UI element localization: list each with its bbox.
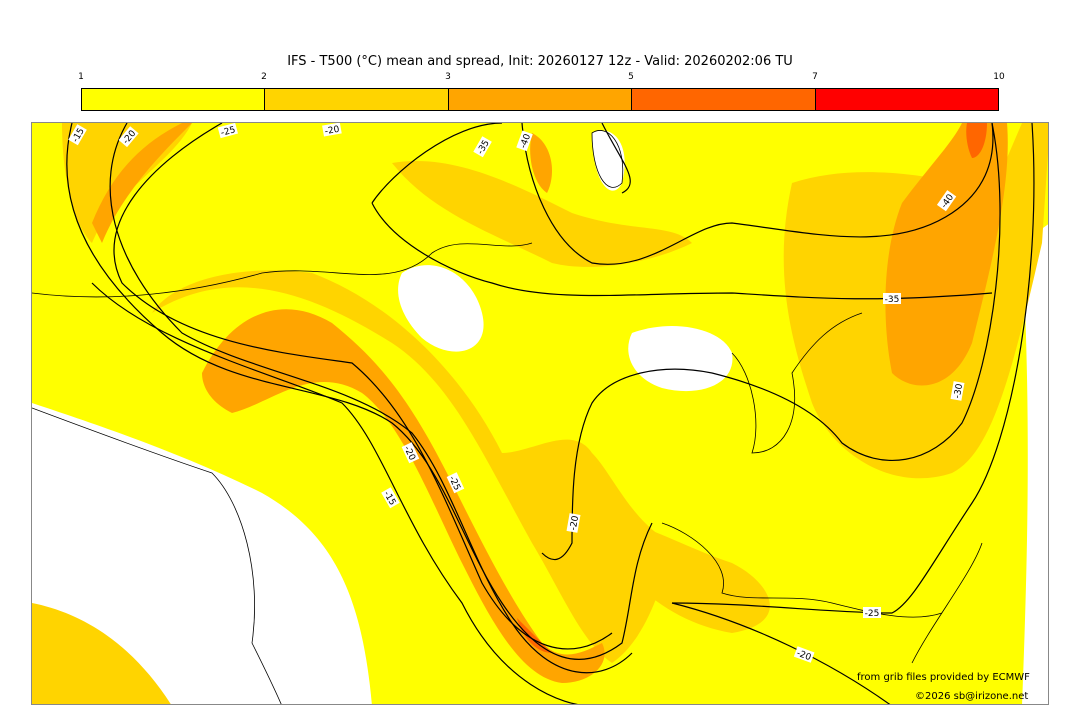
colorbar-segment xyxy=(632,89,816,110)
contour-line xyxy=(91,282,579,704)
contour-line xyxy=(109,123,633,674)
copyright-credit: ©2026 sb@irizone.net xyxy=(915,691,1029,702)
temperature-contours xyxy=(66,123,1035,704)
contour-line xyxy=(671,123,1035,614)
contour-label: -25 xyxy=(217,123,238,139)
colorbar-segment xyxy=(265,89,449,110)
colorbar-tick: 5 xyxy=(628,72,634,82)
colorbar-tick: 1 xyxy=(78,72,84,82)
contour-label-text: -20 xyxy=(569,515,581,531)
contour-line xyxy=(521,123,994,265)
contour-label-text: -20 xyxy=(795,649,812,664)
contour-label: -20 xyxy=(793,646,815,664)
colorbar-tick: 3 xyxy=(445,72,451,82)
data-source-credit: from grib files provided by ECMWF xyxy=(857,672,1030,683)
contour-label: -30 xyxy=(950,381,965,401)
contour-line xyxy=(601,123,631,194)
colorbar-segment xyxy=(82,89,266,110)
contour-line xyxy=(113,123,613,650)
chart-title: IFS - T500 (°C) mean and spread, Init: 2… xyxy=(287,54,793,69)
spread-area-white xyxy=(398,265,484,352)
contour-line xyxy=(541,123,1001,561)
colorbar-tick: 7 xyxy=(812,72,818,82)
contour-label-text: -40 xyxy=(519,132,534,149)
contour-line xyxy=(371,123,993,300)
colorbar-tick: 2 xyxy=(261,72,267,82)
contour-label: -40 xyxy=(516,130,534,152)
coastlines xyxy=(32,130,983,704)
contour-label-text: -35 xyxy=(885,295,900,305)
contour-label: -25 xyxy=(863,607,881,619)
spread-area-white xyxy=(628,325,733,392)
contour-label: -20 xyxy=(322,123,342,137)
contour-label: -20 xyxy=(566,513,581,533)
contour-line xyxy=(66,123,653,660)
colorbar-segment xyxy=(448,89,633,110)
contour-line xyxy=(671,602,891,704)
spread-area-white xyxy=(1022,224,1048,704)
colorbar-segment xyxy=(815,89,999,110)
contour-label: -35 xyxy=(883,293,901,305)
contour-label-text: -25 xyxy=(220,125,237,138)
map: -15 -20 -25 -20 -35 -40 -40 -35 -30 -20 -25 -20 -15-… xyxy=(31,122,1049,705)
map-canvas: -15 -20 -25 -20-35 -40-40-35-30-20-25-20-15-… xyxy=(32,123,1048,704)
spread-area-white xyxy=(32,403,372,704)
contour-label-text: -30 xyxy=(953,383,965,399)
colorbar-tick: 10 xyxy=(993,72,1005,82)
contour-label-text: -25 xyxy=(865,609,880,619)
colorbar xyxy=(81,88,999,111)
contour-label-text: -20 xyxy=(324,125,340,137)
